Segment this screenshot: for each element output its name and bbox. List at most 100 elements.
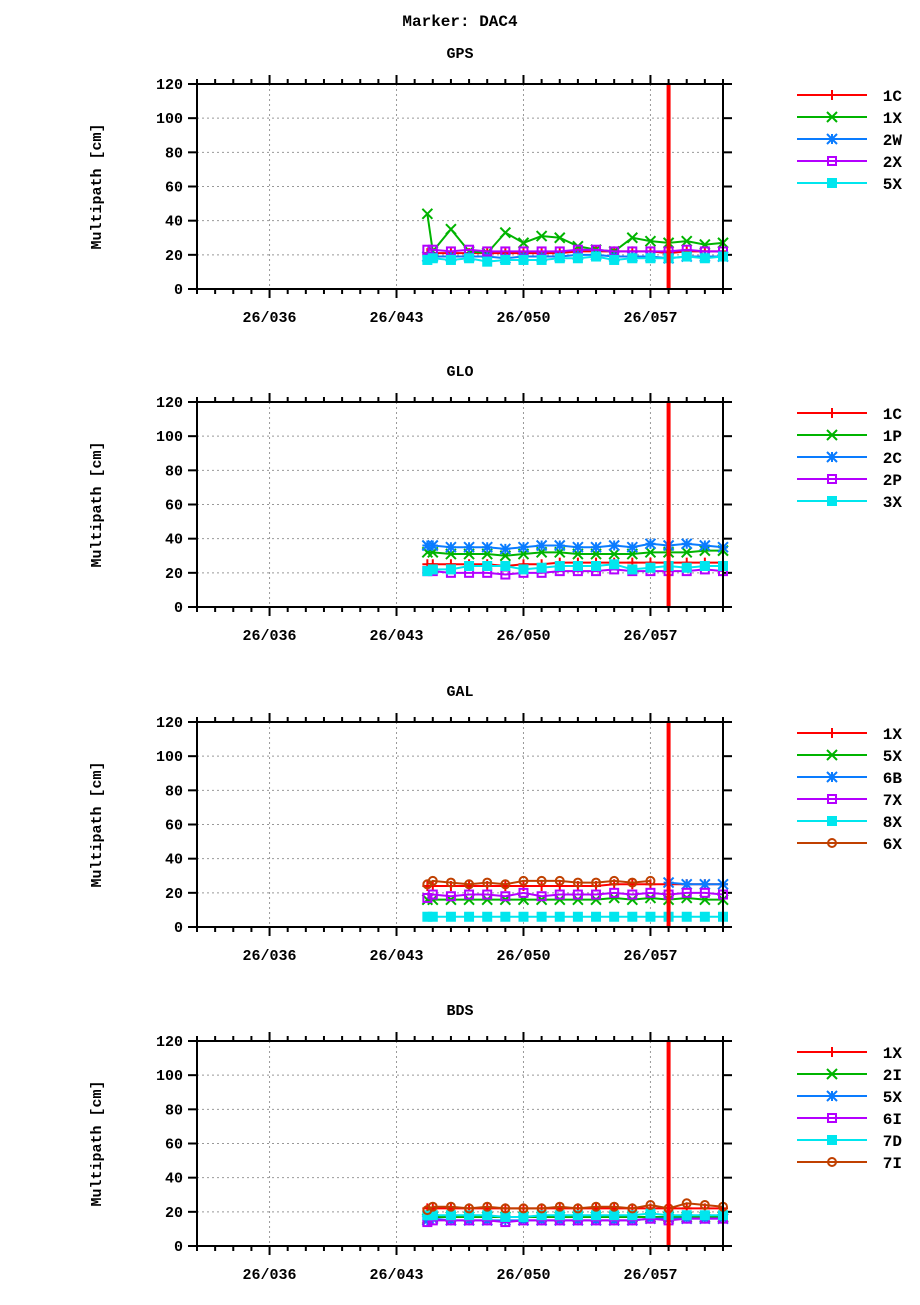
legend-item-7i: 7I [797,1155,902,1173]
star-marker [517,541,530,553]
y-tick-label: 120 [156,77,183,94]
open-square-marker [500,891,511,902]
legend-label: 2P [883,472,902,490]
circle-marker [518,875,529,886]
y-tick-label: 20 [165,566,183,583]
plus-marker [827,408,837,418]
open-square-marker [827,794,837,804]
filled-square-marker [464,911,475,922]
series-6x [422,875,656,890]
legend-item-5x: 5X [797,1089,902,1107]
legend-label: 1X [883,110,903,128]
star-marker [554,539,566,552]
x-tick-label: 26/043 [370,628,424,645]
filled-square-marker [609,911,620,922]
circle-marker [482,1201,493,1212]
star-marker [826,771,838,783]
circle-marker [609,875,620,886]
x-tick-label: 26/036 [243,1267,297,1284]
series-line [668,881,723,886]
star-marker [826,451,838,463]
star-marker [826,1090,838,1102]
y-tick-label: 60 [165,818,183,835]
legend-label: 7I [883,1155,902,1173]
y-tick-label: 80 [165,1102,183,1119]
circle-marker [482,877,493,888]
circle-marker-dot [449,1205,452,1208]
y-tick-label: 100 [156,429,183,446]
filled-square-marker [827,1135,837,1145]
star-marker [590,541,602,553]
filled-square-marker [827,496,837,506]
filled-square-marker [645,562,656,573]
circle-marker [827,838,837,848]
open-square-marker [827,156,837,166]
circle-marker [572,1203,583,1214]
circle-marker-dot [431,1205,434,1208]
legend-item-1x: 1X [797,726,902,744]
legend-label: 1X [883,1045,903,1063]
plus-marker [554,881,565,891]
cross-marker [517,237,530,249]
star-marker [499,543,512,555]
circle-marker-dot [522,1207,525,1210]
x-tick-label: 26/036 [243,310,297,327]
star-marker [608,539,620,552]
filled-square-marker [464,561,475,571]
filled-square-marker [627,1210,638,1221]
open-square-marker [482,246,493,257]
cross-marker [608,548,620,560]
star-marker [826,133,838,145]
y-axis-label: Multipath [cm] [89,123,106,249]
filled-square-marker [482,256,493,267]
filled-square-marker [645,911,656,922]
circle-marker [645,875,656,886]
x-tick-label: 26/036 [243,948,297,965]
circle-marker [427,1201,438,1212]
filled-square-marker [422,566,433,577]
filled-square-marker [699,253,710,264]
series-8x [422,911,728,922]
filled-square-marker [427,911,438,922]
y-tick-label: 40 [165,532,183,549]
filled-square-marker [609,254,620,265]
circle-marker [445,877,456,888]
open-square-marker [699,887,710,898]
star-marker [445,541,457,553]
filled-square-marker [572,561,583,571]
cross-marker [445,223,457,235]
filled-square-marker [681,1210,692,1221]
circle-marker-dot [558,879,561,882]
filled-square-marker [464,1210,475,1221]
star-marker [626,541,639,553]
circle-marker [464,879,475,890]
legend-item-3x: 3X [797,494,902,512]
legend-label: 2C [883,450,903,468]
filled-square-marker [518,911,529,922]
legend-item-1p: 1P [797,428,902,446]
filled-square-marker [591,911,602,922]
plus-marker [427,881,438,891]
y-tick-label: 60 [165,498,183,515]
panel-bds: BDS 0 20 40 60 80 100 120 26/036 26/043 26/050 26/0… [89,1003,902,1284]
cross-marker [499,226,512,239]
circle-marker [536,875,547,886]
y-tick-label: 100 [156,749,183,766]
filled-square-marker [500,1211,511,1222]
legend-item-1x: 1X [797,110,902,128]
circle-marker-dot [685,1202,688,1205]
x-tick-label: 26/036 [243,628,297,645]
filled-square-marker [627,564,638,575]
open-square-marker [518,887,529,898]
plus-marker [827,728,837,738]
circle-marker-dot [831,1161,833,1163]
series-line [426,213,724,255]
circle-marker [681,1198,692,1209]
circle-marker [500,879,511,890]
filled-square-marker [645,253,656,264]
filled-square-marker [427,253,438,264]
x-tick-label: 26/043 [370,948,424,965]
circle-marker [827,1157,837,1167]
legend-label: 7X [883,792,903,810]
filled-square-marker [609,559,620,570]
